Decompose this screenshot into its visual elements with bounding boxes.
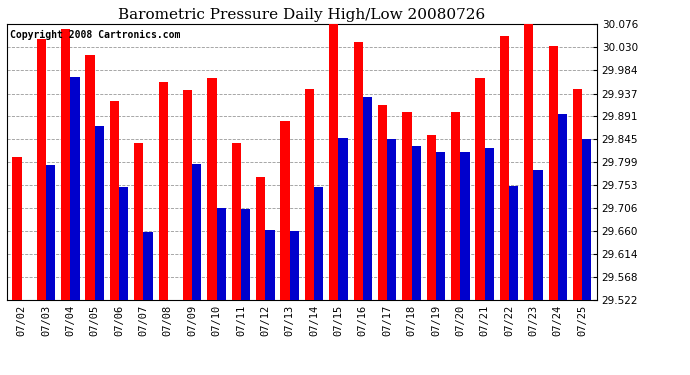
Bar: [266, 230, 275, 300]
Bar: [509, 186, 518, 300]
Bar: [314, 187, 324, 300]
Bar: [290, 231, 299, 300]
Bar: [280, 121, 290, 300]
Title: Barometric Pressure Daily High/Low 20080726: Barometric Pressure Daily High/Low 20080…: [118, 8, 486, 22]
Text: Copyright 2008 Cartronics.com: Copyright 2008 Cartronics.com: [10, 30, 180, 40]
Bar: [573, 88, 582, 300]
Bar: [70, 77, 79, 300]
Bar: [110, 102, 119, 300]
Bar: [387, 139, 397, 300]
Bar: [217, 209, 226, 300]
Bar: [159, 82, 168, 300]
Bar: [484, 148, 494, 300]
Bar: [582, 139, 591, 300]
Bar: [402, 112, 411, 300]
Bar: [436, 152, 445, 300]
Bar: [232, 143, 241, 300]
Bar: [46, 165, 55, 300]
Bar: [411, 146, 421, 300]
Bar: [378, 105, 387, 300]
Bar: [426, 135, 436, 300]
Bar: [37, 39, 46, 300]
Bar: [533, 170, 543, 300]
Bar: [338, 138, 348, 300]
Bar: [524, 24, 533, 300]
Bar: [353, 42, 363, 300]
Bar: [119, 187, 128, 300]
Bar: [134, 143, 144, 300]
Bar: [500, 36, 509, 300]
Bar: [86, 55, 95, 300]
Bar: [305, 88, 314, 300]
Bar: [95, 126, 104, 300]
Bar: [329, 17, 338, 300]
Bar: [363, 97, 372, 300]
Bar: [475, 78, 484, 300]
Bar: [183, 90, 193, 300]
Bar: [61, 29, 70, 300]
Bar: [207, 78, 217, 300]
Bar: [144, 232, 152, 300]
Bar: [451, 112, 460, 300]
Bar: [256, 177, 266, 300]
Bar: [193, 164, 201, 300]
Bar: [558, 114, 567, 300]
Bar: [549, 46, 558, 300]
Bar: [460, 152, 470, 300]
Bar: [12, 157, 21, 300]
Bar: [241, 209, 250, 300]
